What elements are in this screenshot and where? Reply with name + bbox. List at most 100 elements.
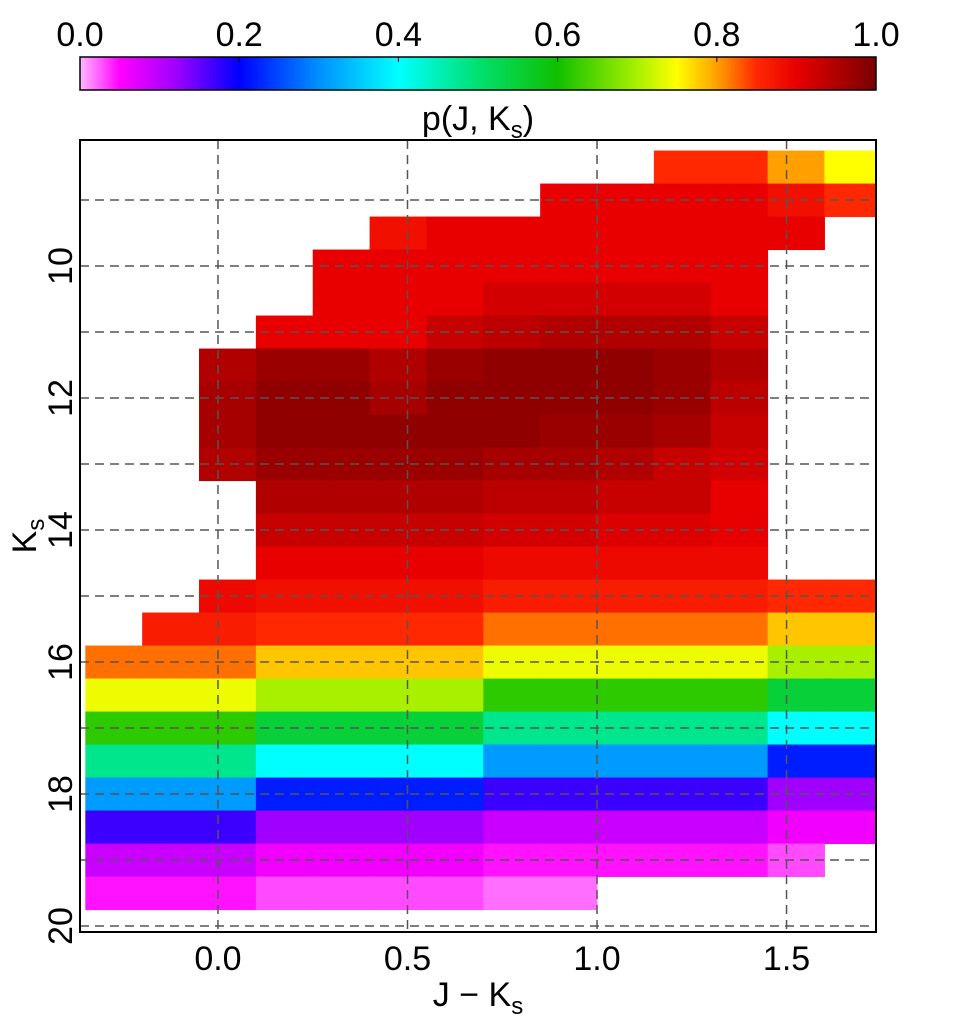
- heatmap-cell: [312, 678, 371, 713]
- heatmap-cell: [199, 612, 257, 647]
- x-tick-label: 1.5: [763, 940, 810, 978]
- y-tick-label: 12: [42, 379, 80, 417]
- heatmap-cell: [710, 216, 769, 251]
- heatmap-cell: [653, 612, 712, 647]
- heatmap-cell: [653, 282, 712, 317]
- heatmap-cell: [653, 678, 712, 713]
- y-tick-label: 14: [42, 511, 80, 549]
- heatmap-cell: [85, 744, 143, 779]
- heatmap-cell: [199, 810, 257, 845]
- heatmap-cell: [312, 414, 371, 449]
- heatmap-cell: [199, 414, 257, 449]
- heatmap-cell: [426, 678, 484, 713]
- heatmap-cell: [255, 810, 314, 845]
- grid: [80, 140, 876, 932]
- heatmap-cell: [483, 216, 541, 251]
- y-axis-label: Ks: [6, 519, 50, 554]
- heatmap-cell: [369, 678, 427, 713]
- heatmap-cell: [767, 678, 825, 713]
- heatmap-cell: [653, 744, 712, 779]
- heatmap-cell: [255, 348, 314, 383]
- heatmap-cell: [85, 678, 143, 713]
- heatmap-cell: [824, 612, 876, 647]
- heatmap-cell: [540, 348, 598, 383]
- heatmap-cell: [199, 678, 257, 713]
- heatmap-cell: [597, 348, 655, 383]
- heatmap-cell: [540, 546, 598, 581]
- colorbar-label: p(J, Ks): [422, 100, 534, 144]
- heatmap-cell: [824, 810, 876, 845]
- heatmap-cell: [312, 546, 371, 581]
- heatmap-cell: [540, 810, 598, 845]
- x-tick-label: 0.0: [194, 940, 241, 978]
- heatmap-cell: [483, 546, 541, 581]
- colorbar-label-text: p(J, K: [422, 100, 511, 138]
- heatmap-cell: [824, 744, 876, 779]
- heatmap-cell: [426, 282, 484, 317]
- heatmap-cell: [653, 150, 712, 185]
- heatmap-cell: [653, 216, 712, 251]
- heatmap-cell: [653, 546, 712, 581]
- colorbar-tick-label: 0.8: [693, 16, 740, 54]
- heatmap-cell: [767, 150, 825, 185]
- heatmap-cell: [597, 612, 655, 647]
- heatmap-cell: [767, 744, 825, 779]
- heatmap-cell: [255, 414, 314, 449]
- heatmap-cell: [597, 414, 655, 449]
- heatmap-cell: [369, 546, 427, 581]
- heatmap-cell: [540, 876, 598, 911]
- heatmap-cell: [767, 612, 825, 647]
- heatmap-cell: [369, 480, 427, 515]
- heatmap-cell: [767, 216, 825, 251]
- heatmap-cell: [142, 876, 200, 911]
- heatmap-cell: [426, 546, 484, 581]
- heatmap-cell: [85, 810, 143, 845]
- heatmap-cell: [312, 348, 371, 383]
- heatmap-cell: [483, 678, 541, 713]
- heatmap-cell: [710, 678, 769, 713]
- heatmap-cell: [540, 414, 598, 449]
- y-tick-label: 10: [42, 247, 80, 285]
- heatmap-cell: [312, 282, 371, 317]
- heatmap: [85, 150, 876, 911]
- heatmap-cell: [255, 612, 314, 647]
- heatmap-cell: [597, 216, 655, 251]
- heatmap-cell: [483, 612, 541, 647]
- heatmap-cell: [597, 744, 655, 779]
- heatmap-cell: [199, 744, 257, 779]
- x-axis-label-text: J − K: [433, 976, 512, 1014]
- heatmap-cell: [483, 876, 541, 911]
- heatmap-cell: [597, 282, 655, 317]
- heatmap-cell: [653, 480, 712, 515]
- heatmap-cell: [255, 678, 314, 713]
- colorbar-label-end: ): [523, 100, 534, 138]
- colorbar-tick-label: 0.6: [534, 16, 581, 54]
- y-axis-label-text: K: [6, 530, 44, 553]
- heatmap-cell: [369, 744, 427, 779]
- heatmap-cell: [540, 480, 598, 515]
- heatmap-cell: [426, 810, 484, 845]
- heatmap-cell: [426, 480, 484, 515]
- heatmap-cell: [824, 150, 876, 185]
- heatmap-cell: [369, 348, 427, 383]
- heatmap-cell: [369, 876, 427, 911]
- heatmap-cell: [597, 480, 655, 515]
- heatmap-cell: [710, 414, 769, 449]
- heatmap-cell: [426, 348, 484, 383]
- heatmap-cell: [483, 282, 541, 317]
- heatmap-cell: [710, 612, 769, 647]
- heatmap-cell: [255, 876, 314, 911]
- heatmap-cell: [710, 348, 769, 383]
- colorbar: [79, 56, 877, 91]
- heatmap-cell: [426, 876, 484, 911]
- heatmap-cell: [653, 348, 712, 383]
- x-axis-label-sub: s: [511, 993, 523, 1020]
- heatmap-cell: [255, 744, 314, 779]
- heatmap-cell: [710, 744, 769, 779]
- heatmap-cell: [710, 282, 769, 317]
- colorbar-tick-label: 0.0: [56, 16, 103, 54]
- colorbar-tick-label: 0.4: [375, 16, 422, 54]
- heatmap-cell: [142, 810, 200, 845]
- heatmap-cell: [540, 216, 598, 251]
- y-tick-label: 18: [42, 775, 80, 813]
